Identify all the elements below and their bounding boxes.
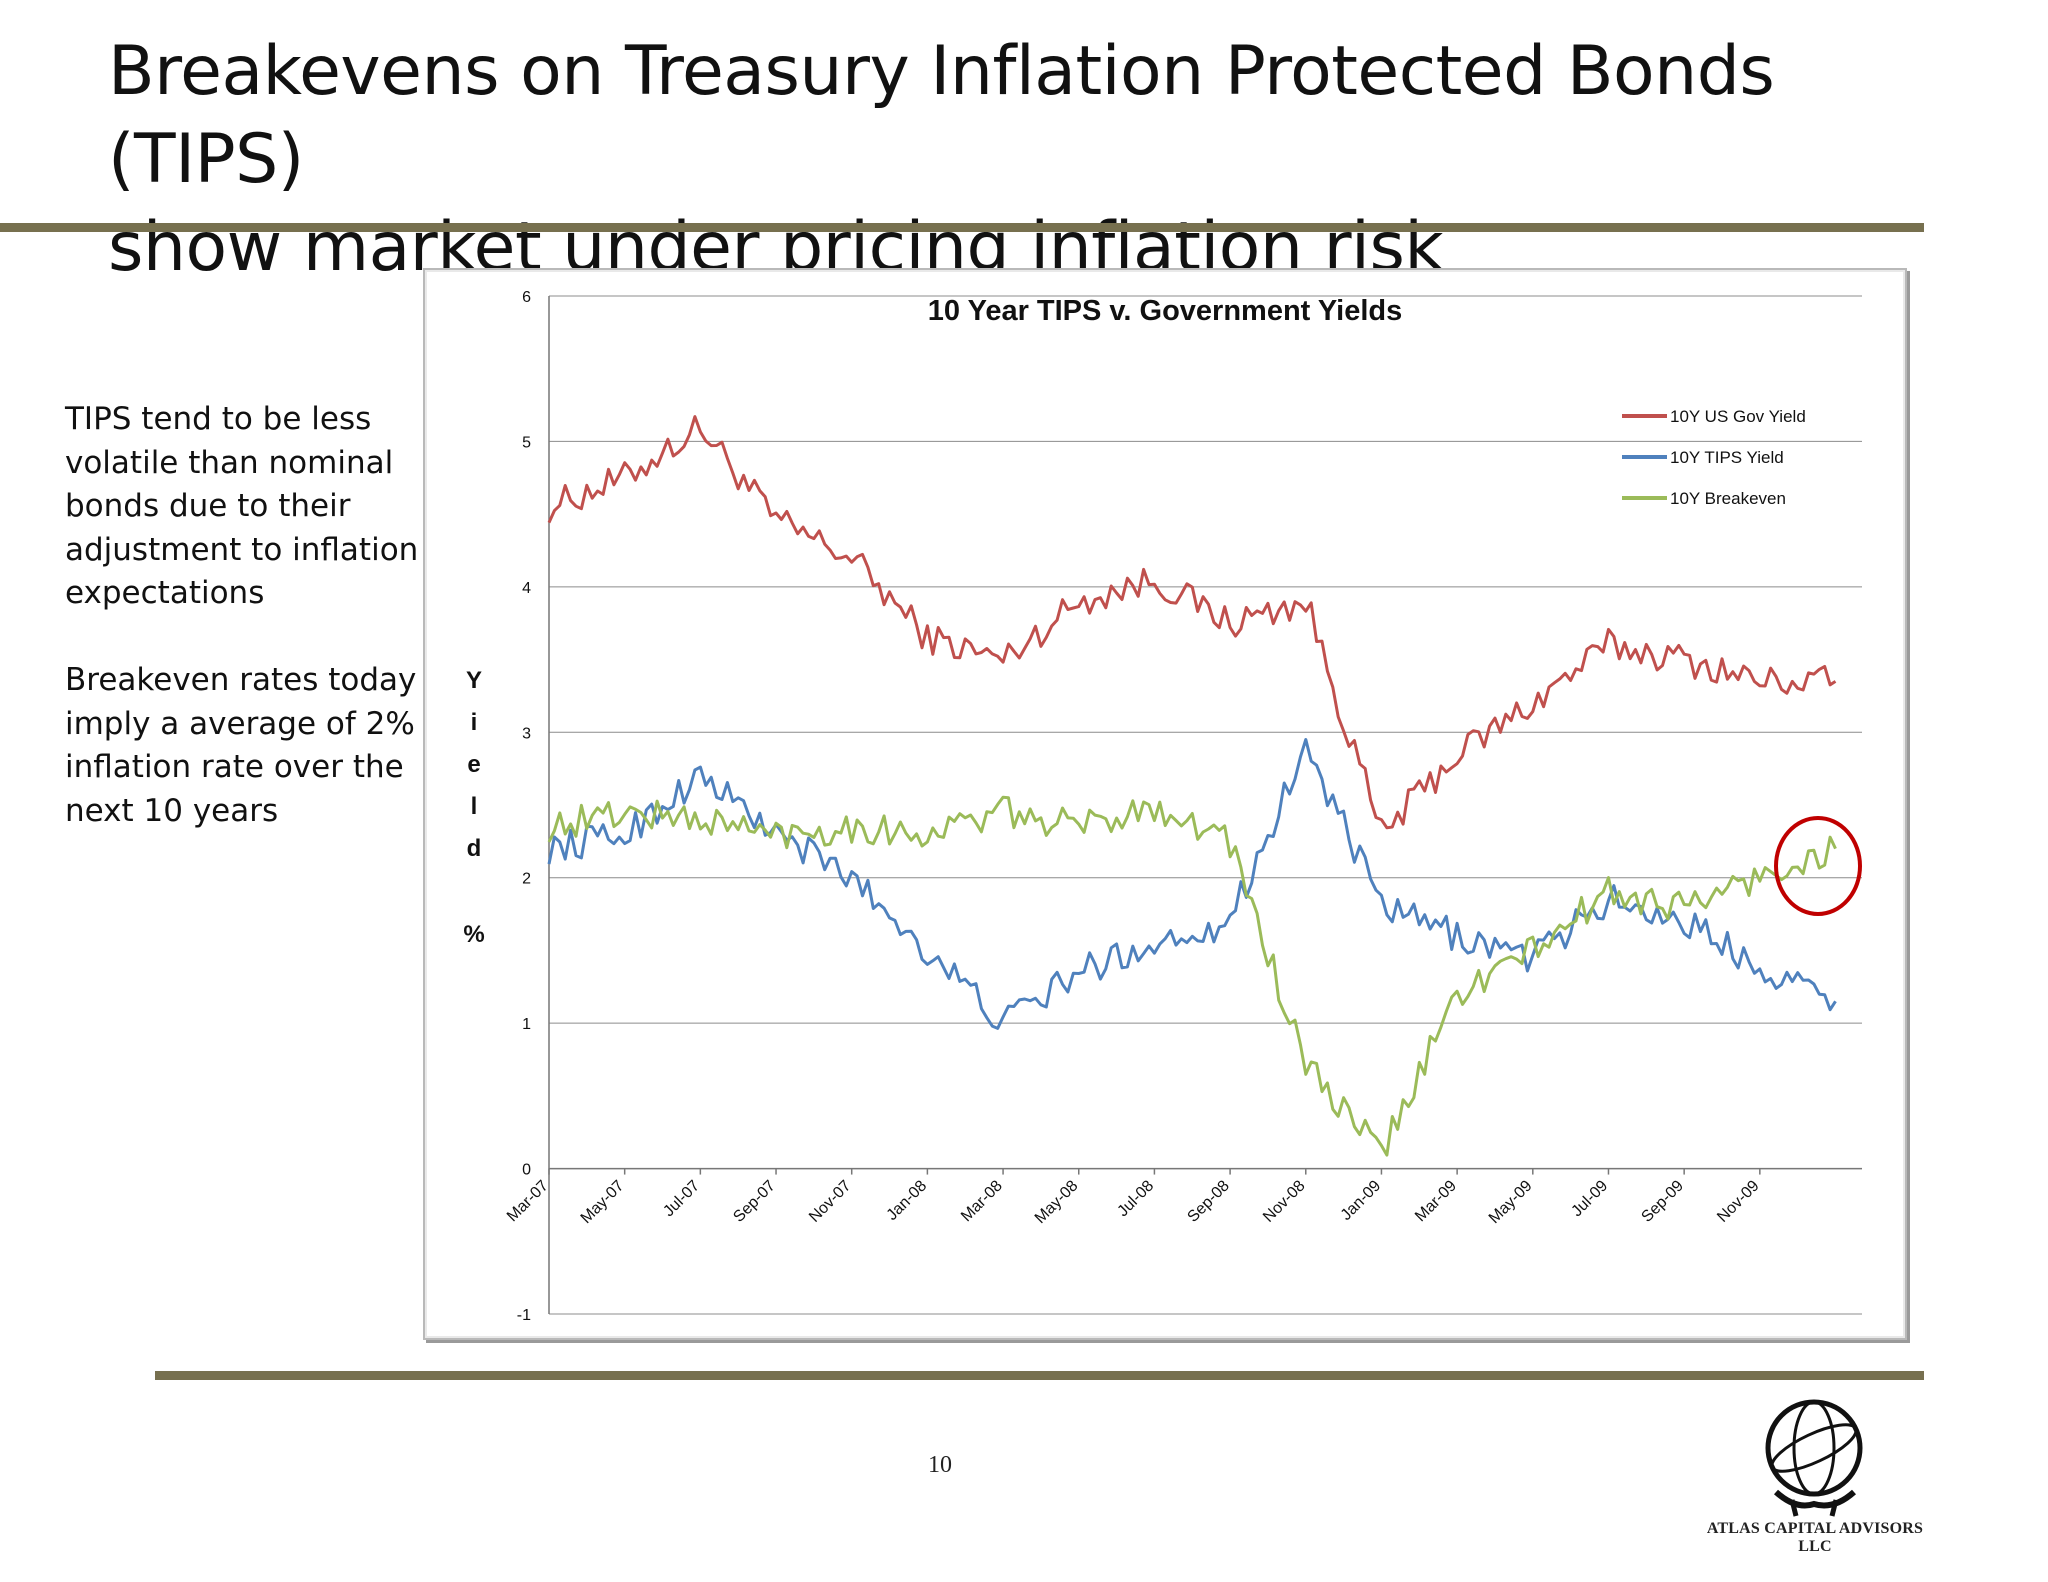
company-name: ATLAS CAPITAL ADVISORS LLC [1706,1520,1924,1555]
x-tick-label: Nov-09 [1714,1177,1763,1226]
y-tick-label: 3 [522,725,531,742]
series-line-2 [547,795,1837,1157]
y-axis-label-letter: l [471,793,478,820]
x-tick-label: Sep-07 [730,1177,779,1226]
x-tick-label: Nov-07 [806,1177,855,1226]
legend-layer: 10Y US Gov Yield 10Y TIPS Yield 10Y Breake… [1622,407,1806,508]
side-note-volatility: TIPS tend to be less volatile than nomin… [65,401,419,611]
x-tick-label: Sep-08 [1184,1177,1233,1226]
legend-label: 10Y US Gov Yield [1670,407,1806,426]
series-layer [547,415,1837,1157]
x-tick-label: Mar-08 [958,1177,1006,1225]
x-tick-label: Jul-08 [1114,1177,1157,1220]
x-tick-label: Sep-09 [1638,1177,1687,1226]
series-line-1 [547,738,1837,1030]
chart-svg: -1 0 1 2 3 4 5 6 Mar-07 May-07 Jul-07 Sep-07 Nov-07 J… [463,289,1862,1324]
x-tick-label: Nov-08 [1260,1177,1309,1226]
x-tick-label: May-07 [578,1177,628,1227]
y-tick-label: 2 [522,871,531,888]
x-tick-label: May-09 [1486,1177,1536,1227]
x-tick-label: Mar-09 [1412,1177,1460,1225]
x-tick-label: May-08 [1032,1177,1082,1227]
y-axis-label-letter: i [471,709,478,736]
annotation-layer [1774,816,1862,916]
y-tick-label: 1 [522,1016,531,1033]
x-tick-label: Jul-09 [1568,1177,1611,1220]
chart-title: 10 Year TIPS v. Government Yields [928,295,1402,327]
series-line-0 [547,415,1837,830]
x-tick-label: Jan-09 [1338,1177,1385,1224]
y-axis-label-letter: % [463,921,484,948]
bottom-divider [155,1371,1924,1380]
chart-frame: -1 0 1 2 3 4 5 6 Mar-07 May-07 Jul-07 Sep-07 Nov-07 J… [423,268,1907,1340]
y-axis-label-letter: e [467,751,480,778]
x-tick-label: Jan-08 [884,1177,931,1224]
x-tick-label: Jul-07 [660,1177,703,1220]
x-tick-label: Mar-07 [504,1177,552,1225]
y-tick-label: 0 [522,1162,531,1179]
top-divider [0,223,1924,232]
y-tick-label: 6 [522,289,531,306]
y-tick-label: -1 [517,1307,531,1324]
legend-label: 10Y TIPS Yield [1670,448,1784,467]
highlight-circle [1774,816,1862,916]
slide-title-line-1: Breakevens on Treasury Inflation Protect… [108,32,1775,199]
atlas-globe-logo [1765,1399,1863,1517]
y-tick-label: 5 [522,434,531,451]
y-tick-label: 4 [522,580,531,597]
legend-label: 10Y Breakeven [1670,489,1786,508]
page-number: 10 [928,1452,952,1478]
side-note-breakeven: Breakeven rates today imply a average of… [65,662,417,829]
y-axis-label-letter: Y [466,667,482,694]
y-axis-label-letter: d [467,835,482,862]
slide-title: Breakevens on Treasury Inflation Protect… [108,28,1908,292]
